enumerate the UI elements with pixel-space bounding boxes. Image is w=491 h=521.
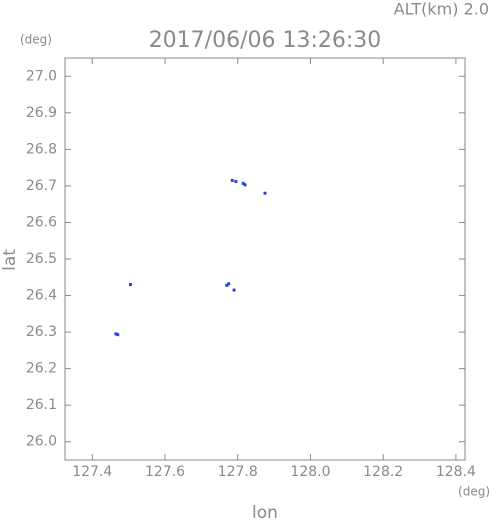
- y-unit: (deg): [20, 33, 52, 47]
- point: [232, 288, 236, 292]
- y-tick-label: 26.3: [26, 324, 57, 340]
- y-tick-label: 26.4: [26, 288, 57, 304]
- plot-frame: [64, 57, 466, 461]
- y-tick-label: 26.9: [26, 105, 57, 121]
- point: [225, 283, 229, 287]
- point: [243, 183, 247, 187]
- point: [128, 283, 132, 287]
- point: [234, 180, 238, 184]
- point: [263, 191, 267, 195]
- y-tick-label: 26.7: [26, 178, 57, 194]
- x-tick-label: 127.4: [72, 464, 112, 480]
- x-tick-label: 128.4: [436, 464, 476, 480]
- x-tick-label: 128.2: [363, 464, 403, 480]
- y-tick-label: 26.2: [26, 361, 57, 377]
- y-tick-label: 26.5: [26, 251, 57, 267]
- x-tick-label: 127.6: [145, 464, 185, 480]
- chart-title: 2017/06/06 13:26:30: [149, 28, 382, 53]
- y-tick-label: 26.1: [26, 397, 57, 413]
- point: [114, 332, 118, 336]
- x-tick-label: 127.8: [218, 464, 258, 480]
- x-axis-label: lon: [252, 503, 278, 521]
- y-axis-label: lat: [0, 249, 20, 271]
- point: [227, 282, 231, 286]
- y-tick-label: 26.0: [26, 434, 57, 450]
- y-tick-label: 27.0: [26, 68, 57, 84]
- point: [241, 181, 245, 185]
- annotation: ALT(km) 2.0: [394, 0, 489, 19]
- x-unit: (deg): [458, 485, 490, 499]
- x-tick-label: 128.0: [290, 464, 330, 480]
- y-tick-label: 26.6: [26, 214, 57, 230]
- point: [116, 333, 120, 337]
- point: [230, 178, 234, 182]
- y-tick-label: 26.8: [26, 141, 57, 157]
